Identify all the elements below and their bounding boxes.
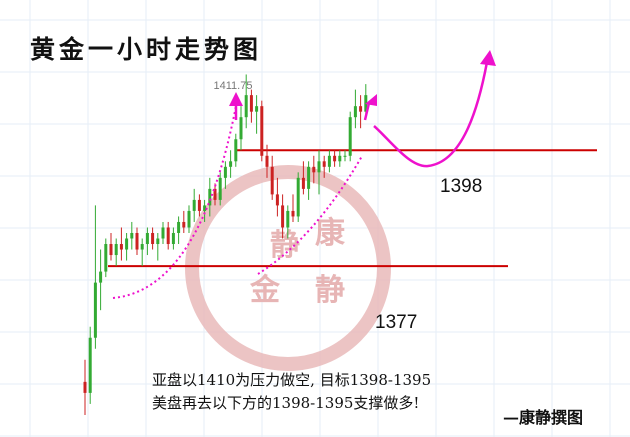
candle-down: [182, 221, 186, 228]
annotation-line-1: 亚盘以1410为压力做空, 目标1398-1395: [152, 371, 431, 389]
candle-up: [338, 155, 342, 162]
watermark-seal: 康 静 金 静: [185, 165, 391, 371]
candle-up: [140, 244, 144, 250]
level-label-1398: 1398: [440, 176, 482, 197]
candle-up: [171, 232, 175, 245]
candle-down: [301, 177, 305, 189]
candle-down: [197, 199, 201, 211]
candle-down: [322, 161, 326, 167]
watermark-char-bottom-left: 金: [249, 273, 281, 308]
candle-down: [151, 232, 155, 245]
candle-up: [317, 161, 321, 173]
candle-up: [88, 337, 92, 393]
candle-down: [83, 381, 87, 393]
price-levels: [108, 149, 597, 268]
candle-up: [208, 188, 212, 206]
projection-path: [373, 61, 489, 168]
candle-up: [125, 238, 129, 250]
candle-up: [192, 199, 196, 211]
candle-up: [296, 177, 300, 217]
candle-down: [135, 232, 139, 250]
candle-down: [260, 106, 264, 156]
candle-up: [353, 106, 357, 118]
candle-up: [130, 232, 134, 239]
candle-up: [99, 271, 103, 283]
trend-curve-upper: [112, 105, 237, 299]
candle-up: [286, 210, 290, 228]
candle-up: [156, 238, 160, 245]
candle-down: [270, 166, 274, 195]
candle-up: [93, 282, 97, 338]
candle-down: [265, 155, 269, 167]
projection-arrowhead-left: [229, 92, 243, 106]
candle-up: [343, 155, 347, 157]
candle-down: [109, 244, 113, 256]
candle-down: [291, 210, 295, 217]
author-signature: —康静撰图: [503, 408, 583, 427]
candle-up: [239, 117, 243, 140]
projection-arrow-up-right: [363, 102, 371, 121]
candle-down: [281, 205, 285, 228]
candle-up: [187, 210, 191, 228]
candle-up: [229, 161, 233, 167]
candle-down: [312, 166, 316, 173]
candle-up: [234, 139, 238, 162]
candle-up: [161, 227, 165, 239]
candle-up: [223, 166, 227, 178]
watermark-ring: [185, 165, 391, 371]
candle-up: [244, 95, 248, 118]
candle-up: [218, 177, 222, 200]
candle-up: [327, 155, 331, 167]
candle-down: [359, 106, 363, 112]
projection-arrowhead-end: [480, 50, 496, 66]
candle-up: [104, 244, 108, 272]
candle-up: [255, 106, 259, 112]
candle-down: [333, 155, 337, 162]
candle-up: [203, 205, 207, 211]
watermark-char-top: 康: [315, 216, 346, 251]
peak-price-label: 1411.75: [214, 80, 253, 92]
trend-curve-lower: [257, 155, 363, 275]
candle-down: [166, 227, 170, 245]
watermark-char-left: 静: [270, 228, 300, 263]
candle-down: [275, 194, 279, 206]
watermark-char-bottom-right: 静: [315, 273, 345, 308]
level-label-1377: 1377: [375, 312, 417, 333]
candle-down: [249, 95, 253, 112]
candle-down: [213, 188, 217, 200]
candle-up: [177, 221, 181, 233]
candle-up: [348, 117, 352, 156]
candle-up: [145, 232, 149, 245]
candle-up: [307, 166, 311, 189]
candle-up: [114, 244, 118, 256]
projection-arrowhead-right: [365, 94, 377, 106]
candle-down: [119, 244, 123, 250]
chart-title: 黄金一小时走势图: [30, 35, 262, 64]
annotation-line-2: 美盘再去以下方的1398-1395支撑做多!: [152, 394, 419, 412]
